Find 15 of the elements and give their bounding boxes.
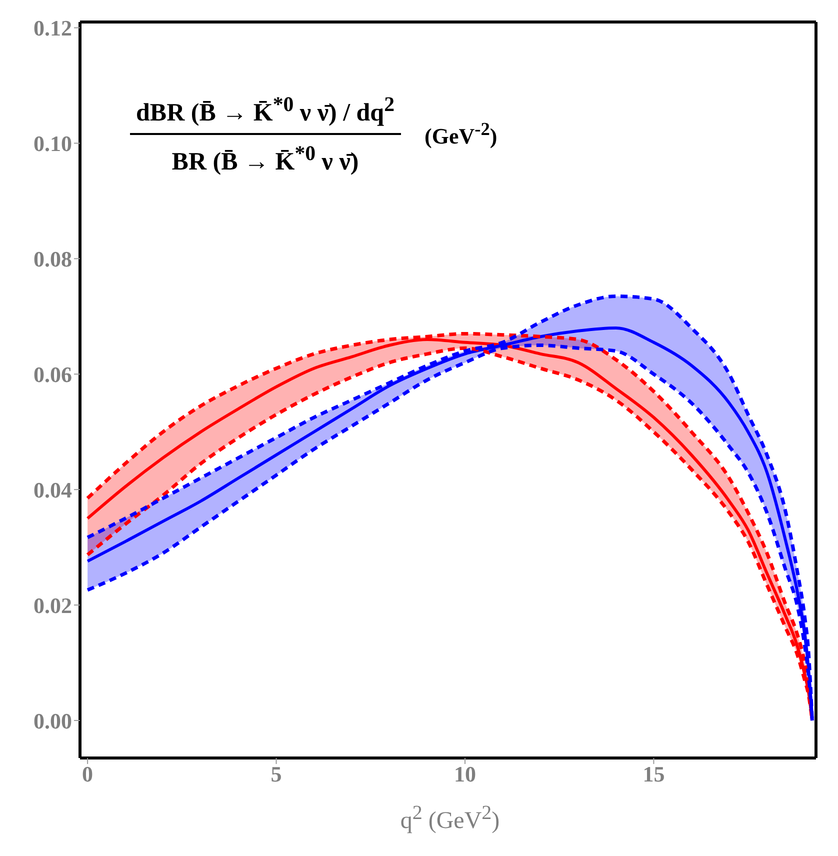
x-axis-title: q$^{2}$ (GeV$^{2}$) bbox=[399, 802, 501, 835]
annotation: dBR (B̄ → K̄$^{*0}$ ν ν̄) / dq$^{2}$ bbox=[135, 92, 396, 128]
y-tick-label: 0.00 bbox=[34, 708, 72, 734]
x-tick-label: 10 bbox=[454, 762, 476, 787]
y-tick-label: 0.06 bbox=[34, 362, 72, 387]
y-tick-label: 0.04 bbox=[34, 477, 72, 502]
annotation: (GeV$^{-2}$) bbox=[424, 119, 498, 150]
y-tick-label: 0.10 bbox=[34, 131, 72, 156]
x-tick-label: 15 bbox=[642, 762, 665, 787]
y-tick-label: 0.08 bbox=[34, 246, 72, 272]
x-tick-label: 5 bbox=[270, 762, 282, 787]
y-tick-label: 0.12 bbox=[34, 16, 72, 41]
annotation: BR (B̄ → K̄$^{*0}$ ν ν̄) bbox=[170, 140, 360, 177]
y-tick-label: 0.02 bbox=[34, 592, 72, 618]
x-tick-label: 0 bbox=[82, 762, 94, 787]
